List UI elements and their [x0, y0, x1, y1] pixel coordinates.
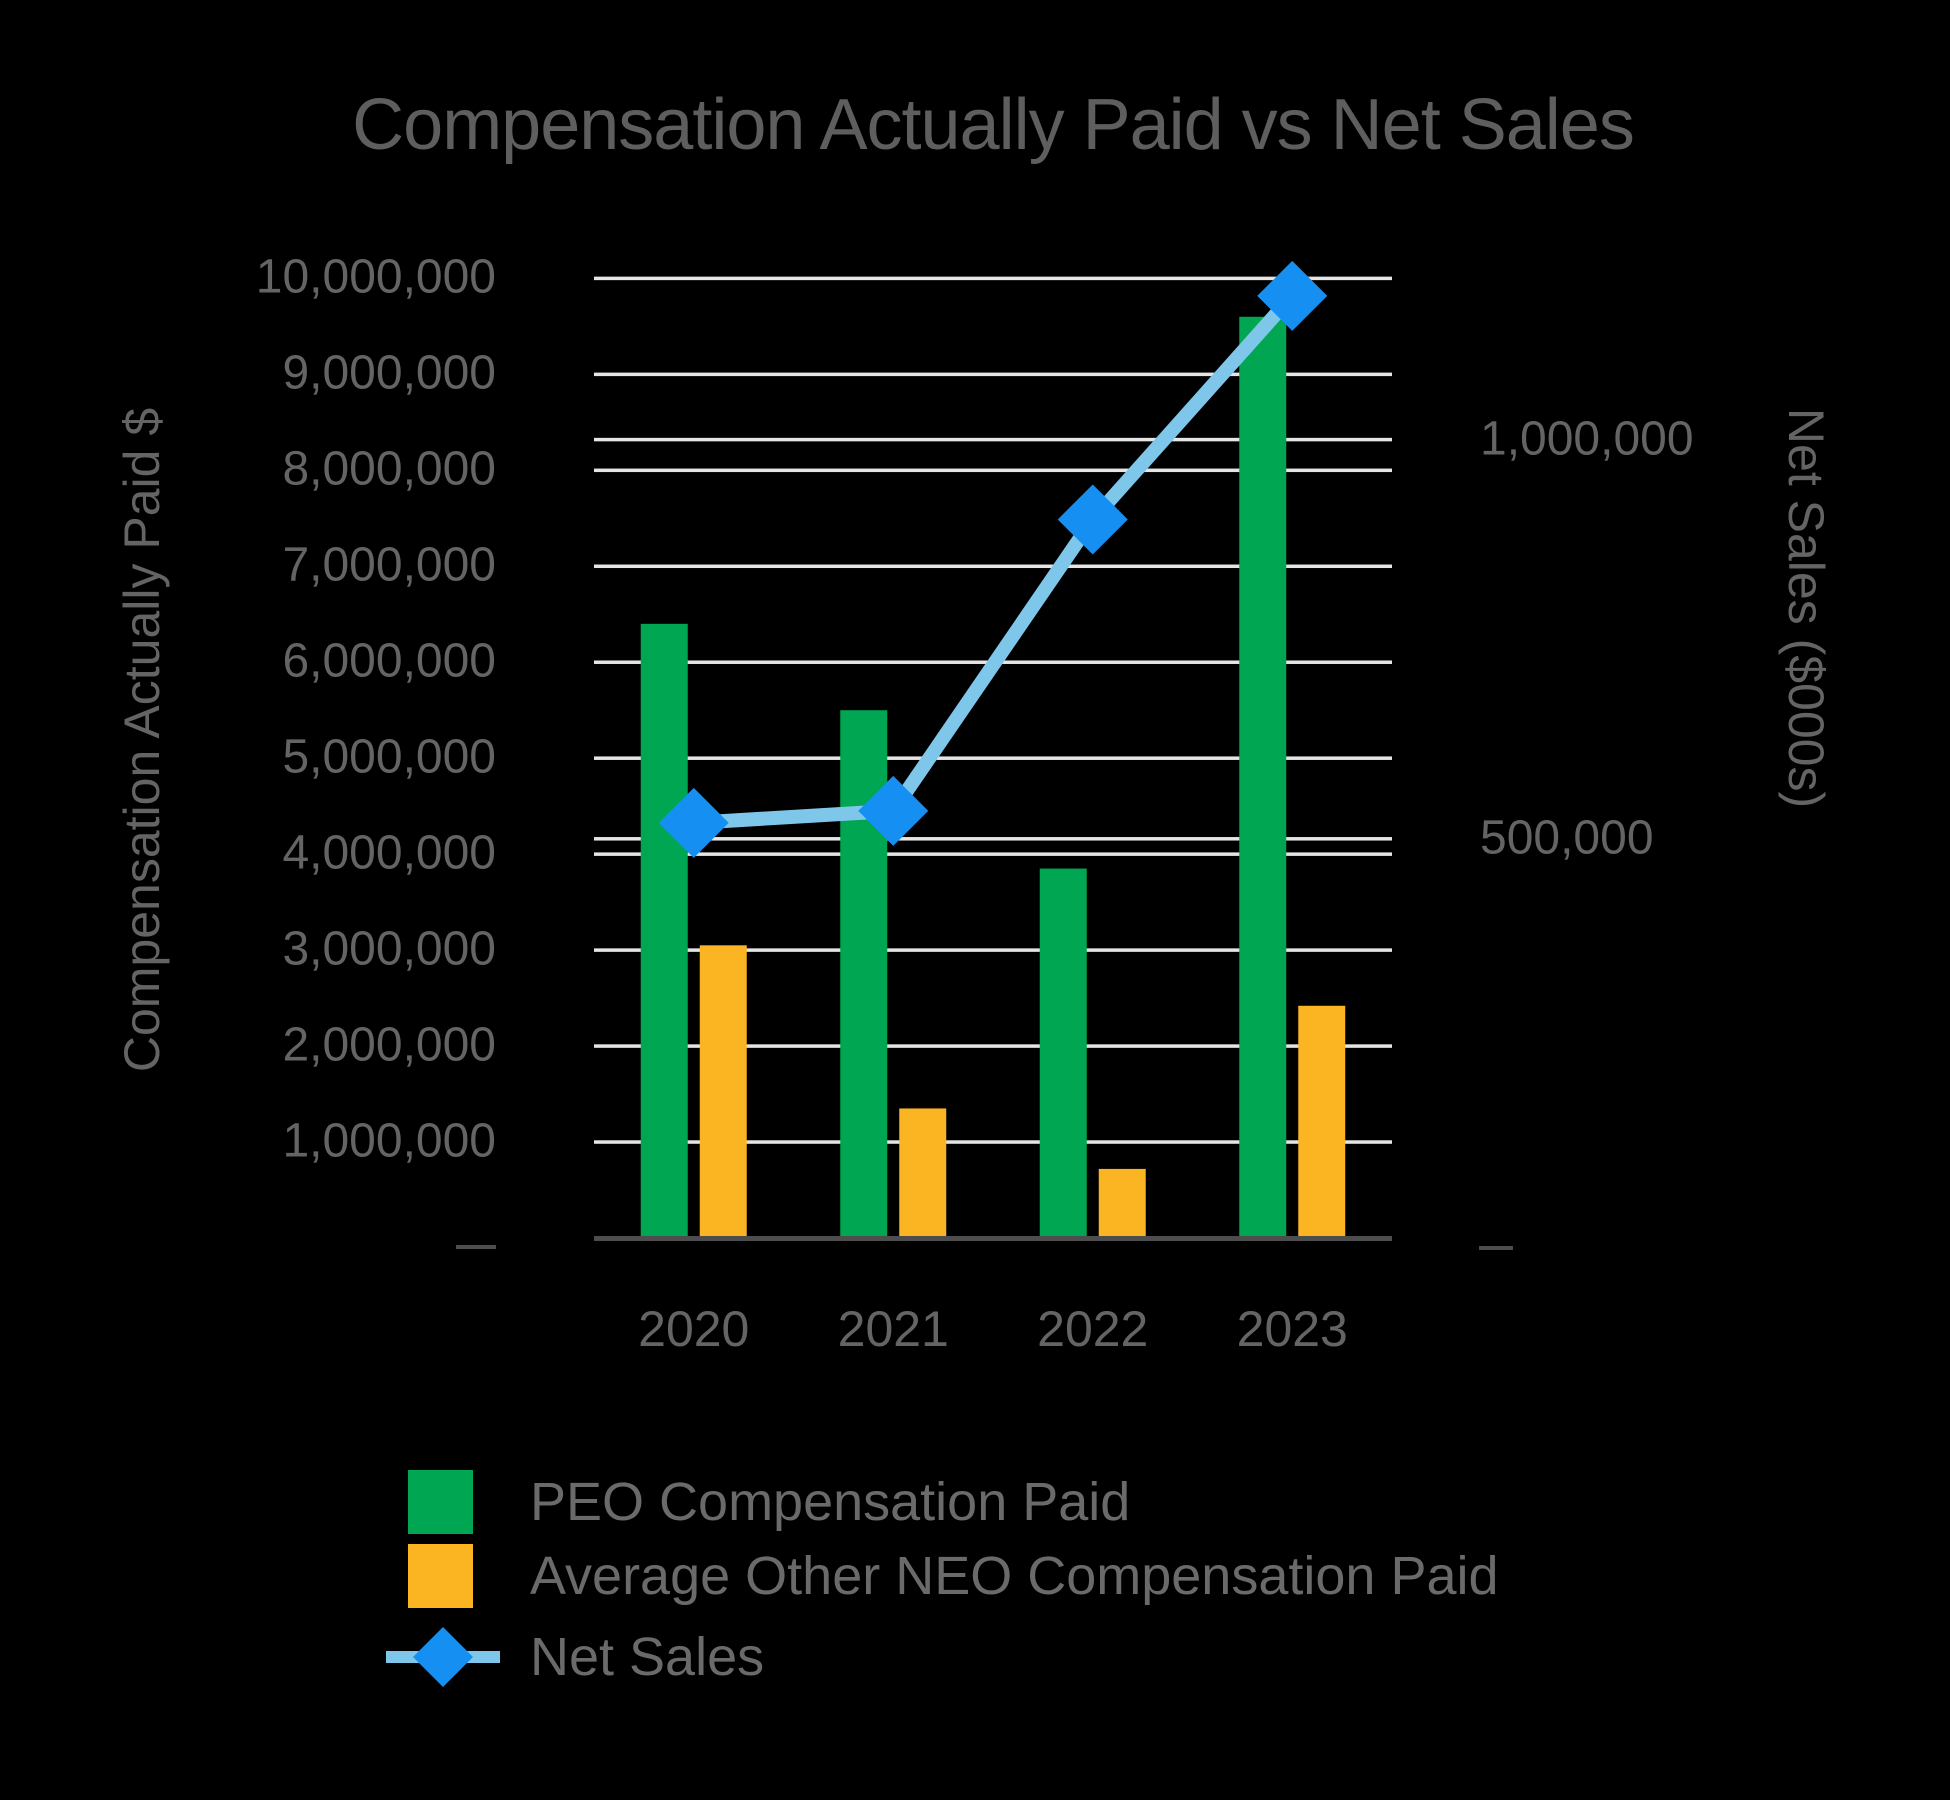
legend-label-peo: PEO Compensation Paid [530, 1472, 1131, 1532]
bar-neo-2022 [1098, 1168, 1146, 1238]
bar-peo-2023 [1239, 316, 1287, 1238]
left-axis-zero-dash [456, 1245, 496, 1249]
legend-swatch-peo-icon [408, 1470, 473, 1534]
net-sales-marker-2021 [858, 775, 929, 846]
gridline-left-5,000,000 [594, 756, 1392, 760]
bar-neo-2020 [699, 945, 747, 1238]
left-tick-label-6,000,000: 6,000,000 [282, 634, 496, 688]
left-tick-label-5,000,000: 5,000,000 [282, 730, 496, 784]
gridline-left-3,000,000 [594, 948, 1392, 952]
net-sales-line [686, 288, 1300, 830]
bar-peo-2022 [1039, 868, 1087, 1238]
chart-title: Compensation Actually Paid vs Net Sales [352, 85, 1635, 165]
legend-label-neo: Average Other NEO Compensation Paid [530, 1546, 1499, 1606]
net-sales-marker-2023 [1257, 260, 1328, 331]
left-tick-label-2,000,000: 2,000,000 [282, 1018, 496, 1072]
legend-item-peo: PEO Compensation Paid [408, 1470, 1130, 1534]
legend-marker-net-sales-icon [386, 1624, 500, 1690]
legend-swatch-neo-icon [408, 1544, 473, 1608]
bar-neo-2023 [1298, 1005, 1346, 1238]
right-tick-label-500,000: 500,000 [1480, 811, 1654, 865]
gridline-left-9,000,000 [594, 372, 1392, 377]
legend-item-net-sales: Net Sales [386, 1624, 764, 1690]
x-axis-line [594, 1236, 1392, 1241]
x-tick-label-2023: 2023 [1236, 1301, 1348, 1357]
x-tick-label-2020: 2020 [638, 1301, 750, 1357]
left-tick-label-10,000,000: 10,000,000 [255, 250, 496, 304]
legend-label-net-sales: Net Sales [530, 1627, 765, 1687]
legend-item-neo: Average Other NEO Compensation Paid [408, 1544, 1499, 1608]
gridline-left-8,000,000 [594, 468, 1392, 473]
net-sales-marker-2022 [1057, 484, 1128, 555]
bar-peo-2020 [640, 623, 688, 1238]
gridline-left-7,000,000 [594, 564, 1392, 569]
gridline-left-4,000,000 [594, 852, 1392, 856]
gridline-right-500,000 [594, 837, 1392, 841]
bar-neo-2021 [899, 1108, 947, 1238]
gridline-left-1,000,000 [594, 1140, 1392, 1144]
x-tick-label-2021: 2021 [837, 1301, 949, 1357]
right-tick-label-1,000,000: 1,000,000 [1480, 411, 1694, 465]
x-tick-label-2022: 2022 [1037, 1301, 1149, 1357]
gridline-left-2,000,000 [594, 1044, 1392, 1048]
gridline-right-1,000,000 [594, 437, 1392, 442]
legend-diamond-icon [413, 1627, 473, 1687]
left-tick-label-7,000,000: 7,000,000 [282, 538, 496, 592]
left-tick-label-3,000,000: 3,000,000 [282, 922, 496, 976]
gridline-left-10,000,000 [594, 276, 1392, 281]
right-axis-zero-dash [1479, 1246, 1513, 1250]
left-tick-label-1,000,000: 1,000,000 [282, 1114, 496, 1168]
left-tick-label-4,000,000: 4,000,000 [282, 826, 496, 880]
net-sales-marker-2020 [658, 787, 729, 858]
left-tick-label-9,000,000: 9,000,000 [282, 346, 496, 400]
left-tick-label-8,000,000: 8,000,000 [282, 442, 496, 496]
